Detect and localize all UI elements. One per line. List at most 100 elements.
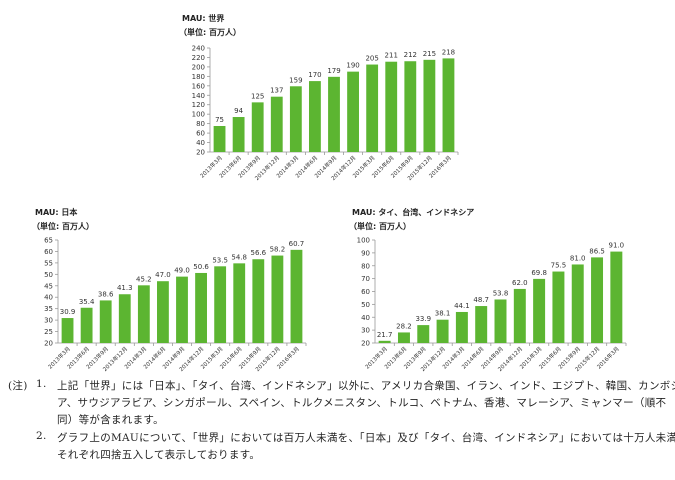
data-label: 159 <box>289 76 302 84</box>
y-tick-label: 20 <box>196 149 205 157</box>
data-label: 21.7 <box>377 331 393 339</box>
y-tick-label: 70 <box>361 275 370 283</box>
bar <box>252 259 265 343</box>
y-tick-label: 100 <box>192 111 205 119</box>
y-tick-label: 40 <box>361 314 370 322</box>
y-tick-label: 60 <box>196 130 205 138</box>
note-2-line-2: それぞれ四捨五入して表示しております。 <box>57 449 261 461</box>
chart-unit: （単位: 百万人） <box>349 221 411 231</box>
chart-unit: （単位: 百万人） <box>32 221 94 231</box>
bar <box>571 264 584 343</box>
bar <box>475 306 488 343</box>
data-label: 179 <box>327 67 340 75</box>
note-1-line-2: ア、サウジアラビア、シンガポール、スペイン、トルクメニスタン、トルコ、ベトナム、… <box>57 397 667 409</box>
data-label: 137 <box>270 87 283 95</box>
data-label: 91.0 <box>609 242 625 250</box>
note-2-number: 2. <box>36 430 47 442</box>
y-tick-label: 50 <box>44 271 53 279</box>
bar <box>271 255 284 343</box>
y-tick-label: 25 <box>44 328 53 336</box>
data-label: 94 <box>234 107 243 115</box>
data-label: 28.2 <box>396 322 412 330</box>
data-label: 35.4 <box>79 298 95 306</box>
y-tick-label: 140 <box>192 92 205 100</box>
chart-title: MAU: タイ、台湾、インドネシア <box>352 207 474 217</box>
note-1-line-3: 同）等が含まれます。 <box>57 414 164 426</box>
y-tick-label: 220 <box>192 54 205 62</box>
bar <box>233 263 246 343</box>
note-1-number: 1. <box>36 378 47 390</box>
data-label: 215 <box>423 50 436 58</box>
bar <box>214 266 227 343</box>
data-label: 53.8 <box>493 289 509 297</box>
bar <box>61 318 74 343</box>
data-label: 205 <box>365 55 378 63</box>
chart-title: MAU: 世界 <box>182 13 225 23</box>
y-tick-label: 240 <box>192 45 205 53</box>
bar <box>591 257 604 343</box>
y-tick-label: 55 <box>44 259 53 267</box>
y-tick-label: 200 <box>192 63 205 71</box>
data-label: 56.6 <box>251 249 267 257</box>
bar <box>552 271 565 343</box>
y-tick-label: 30 <box>361 327 370 335</box>
data-label: 170 <box>308 71 321 79</box>
y-tick-label: 30 <box>44 317 53 325</box>
data-label: 38.1 <box>435 310 451 318</box>
notes-prefix: (注) <box>8 380 28 392</box>
data-label: 69.8 <box>531 269 547 277</box>
data-label: 190 <box>346 62 359 70</box>
data-label: 44.1 <box>454 302 470 310</box>
data-label: 49.0 <box>174 267 190 275</box>
data-label: 30.9 <box>60 308 76 316</box>
bar <box>309 81 321 152</box>
bar <box>270 96 283 152</box>
data-label: 211 <box>385 52 398 60</box>
bar <box>176 276 188 343</box>
y-tick-label: 80 <box>361 262 370 270</box>
y-tick-label: 50 <box>361 301 370 309</box>
chart-title: MAU: 日本 <box>35 207 77 217</box>
bar <box>455 311 468 343</box>
note-1-line-1: 上記「世界」には「日本」、「タイ、台湾、インドネシア」以外に、アメリカ合衆国、イ… <box>57 380 675 392</box>
bar <box>137 285 150 343</box>
y-tick-label: 100 <box>357 237 370 245</box>
bar <box>232 117 245 152</box>
bar <box>80 307 93 343</box>
bar <box>610 251 623 343</box>
data-label: 33.9 <box>415 315 431 323</box>
bar <box>251 102 264 152</box>
bar <box>423 59 436 153</box>
data-label: 125 <box>251 92 264 100</box>
note-2-line-1: グラフ上のMAUについて、「世界」においては百万人未満を、「日本」及び「タイ、台… <box>57 432 675 444</box>
data-label: 38.6 <box>98 290 114 298</box>
y-tick-label: 20 <box>44 340 53 348</box>
bar <box>397 332 410 343</box>
y-tick-label: 180 <box>192 73 205 81</box>
bar <box>494 299 507 343</box>
data-label: 86.5 <box>589 247 605 255</box>
y-tick-label: 20 <box>361 340 370 348</box>
bar <box>404 61 417 153</box>
bar <box>513 288 526 343</box>
bar <box>378 340 391 343</box>
bar <box>385 61 398 152</box>
bar <box>195 272 207 343</box>
bar <box>442 58 455 152</box>
y-tick-label: 65 <box>44 237 53 245</box>
bar <box>417 325 430 343</box>
bar <box>289 86 302 152</box>
data-label: 50.6 <box>193 263 209 271</box>
data-label: 212 <box>404 51 417 59</box>
bar <box>533 278 546 343</box>
y-tick-label: 40 <box>196 139 205 147</box>
data-label: 75.5 <box>551 262 567 270</box>
y-tick-label: 35 <box>44 305 53 313</box>
data-label: 60.7 <box>289 240 305 248</box>
y-tick-label: 80 <box>196 120 205 128</box>
data-label: 58.2 <box>270 246 286 254</box>
bar <box>328 76 340 152</box>
data-label: 48.7 <box>473 296 489 304</box>
bar <box>99 300 112 343</box>
